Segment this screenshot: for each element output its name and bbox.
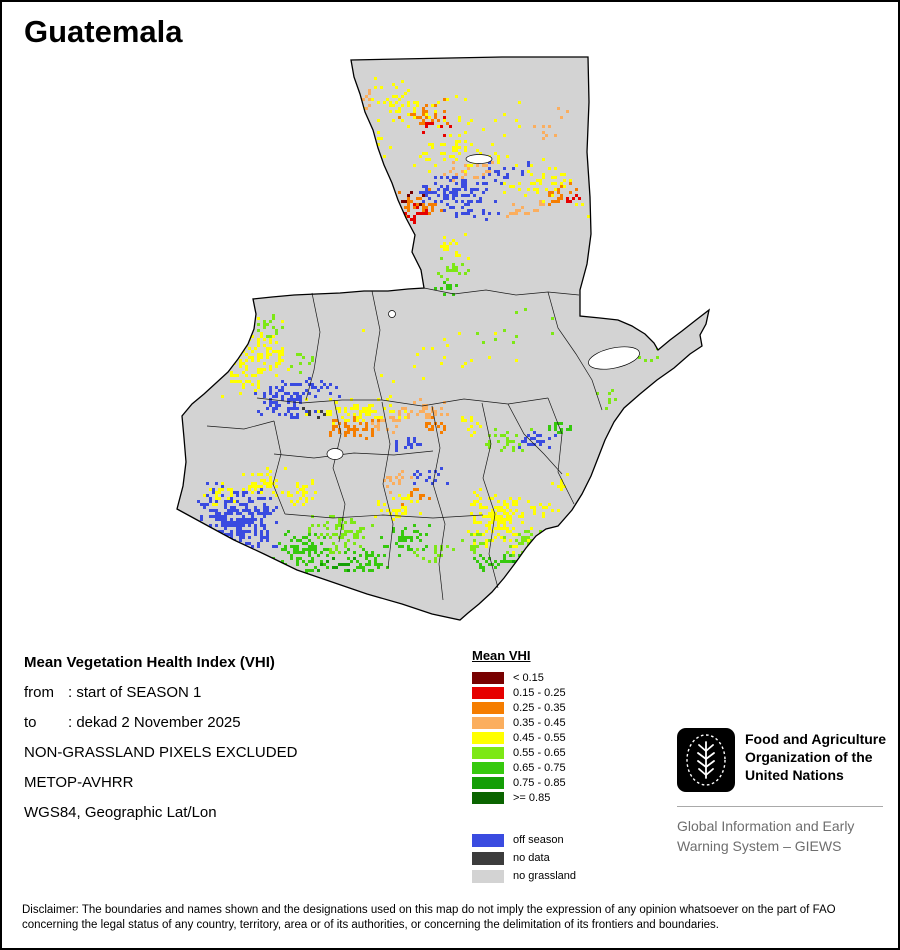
legend-swatch [472,851,504,865]
wheat-ear-icon [697,741,715,779]
fao-block: Food and Agriculture Organization of the… [677,728,886,792]
country-title: Guatemala [24,14,183,49]
guatemala-border [176,56,711,621]
lakes [326,154,640,460]
legend-swatch [472,716,504,729]
giews-line: Warning System – GIEWS [677,838,842,854]
fiat-panis-ring [686,734,726,786]
legend-swatch [472,776,504,789]
legend-row: no data [472,849,652,867]
legend-swatch [472,833,504,847]
department-boundaries [206,287,603,601]
legend-swatch [472,761,504,774]
legend-row: off season [472,831,652,849]
legend-swatch [472,671,504,684]
fao-org-name: Food and Agriculture Organization of the… [745,730,886,784]
legend-swatch [472,791,504,804]
legend-swatch [472,869,504,883]
lake-izabal [588,346,640,370]
legend-swatch [472,746,504,759]
fao-org-line: Food and Agriculture [745,731,887,747]
info-block: Mean Vegetation Health Index (VHI) from:… [24,648,464,828]
legend-swatch [472,686,504,699]
legend-row: 0.15 - 0.25 [472,685,652,700]
legend: Mean VHI < 0.15 0.15 - 0.25 0.25 - 0.35 0.3… [472,648,652,885]
legend-extra: off season no data no grassland [472,831,652,885]
fao-divider [677,806,883,807]
lake-lachua [388,310,396,318]
legend-label: 0.75 - 0.85 [513,776,566,789]
legend-label: >= 0.85 [513,791,551,804]
legend-label: 0.25 - 0.35 [513,701,566,714]
period-to-row: to : dekad 2 November 2025 [24,708,464,738]
legend-classes: < 0.15 0.15 - 0.25 0.25 - 0.35 0.35 - 0.45 0… [472,670,652,805]
legend-swatch [472,701,504,714]
giews-caption: Global Information and Early Warning Sys… [677,816,854,856]
legend-row: >= 0.85 [472,790,652,805]
pixels-excluded-note: NON-GRASSLAND PIXELS EXCLUDED [24,744,298,761]
legend-row: 0.65 - 0.75 [472,760,652,775]
from-value: : start of SEASON 1 [68,684,202,701]
legend-title: Mean VHI [472,648,531,663]
legend-row: 0.55 - 0.65 [472,745,652,760]
legend-row: < 0.15 [472,670,652,685]
legend-row: 0.35 - 0.45 [472,715,652,730]
legend-row: no grassland [472,867,652,885]
from-label: from [24,684,54,701]
legend-swatch [472,731,504,744]
legend-label: 0.65 - 0.75 [513,761,566,774]
legend-label: 0.35 - 0.45 [513,716,566,729]
giews-line: Global Information and Early [677,818,855,834]
legend-row: 0.25 - 0.35 [472,700,652,715]
legend-row: 0.75 - 0.85 [472,775,652,790]
period-from-row: from : start of SEASON 1 [24,678,464,708]
legend-label: 0.15 - 0.25 [513,686,566,699]
lake-atitlan [326,448,344,460]
legend-label: < 0.15 [513,671,544,684]
fao-org-line: United Nations [745,767,844,783]
fao-org-line: Organization of the [745,749,873,765]
legend-label: no data [513,852,550,864]
to-value: : dekad 2 November 2025 [68,714,241,731]
legend-row: 0.45 - 0.55 [472,730,652,745]
to-label: to [24,714,37,731]
fao-logo [677,728,735,792]
map-subtitle: Mean Vegetation Health Index (VHI) [24,654,275,671]
legend-label: no grassland [513,870,576,882]
disclaimer-text: Disclaimer: The boundaries and names sho… [22,904,836,931]
vhi-pixel-layer [197,77,659,575]
legend-label: off season [513,834,564,846]
sensor-note: METOP-AVHRR [24,774,134,791]
legend-label: 0.45 - 0.55 [513,731,566,744]
legend-label: 0.55 - 0.65 [513,746,566,759]
projection-note: WGS84, Geographic Lat/Lon [24,804,217,821]
lake-peten-itza [465,154,493,164]
